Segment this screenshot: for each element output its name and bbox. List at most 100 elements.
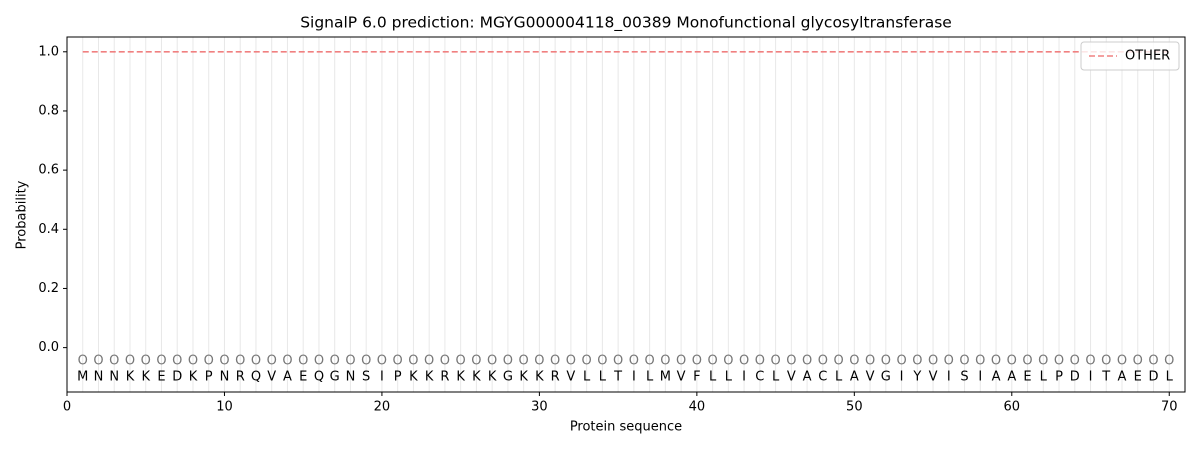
- region-label: O: [361, 353, 371, 368]
- residue: E: [157, 370, 165, 385]
- residue: N: [220, 370, 230, 385]
- region-label: O: [629, 353, 639, 368]
- residue: L: [599, 370, 607, 385]
- residue: K: [141, 370, 150, 385]
- residue: A: [803, 370, 812, 385]
- residue: V: [787, 370, 796, 385]
- region-label: O: [1007, 353, 1017, 368]
- region-label: O: [204, 353, 214, 368]
- region-label: O: [597, 353, 607, 368]
- region-label: O: [487, 353, 497, 368]
- region-label: O: [408, 353, 418, 368]
- residue: R: [236, 370, 245, 385]
- region-label: O: [156, 353, 166, 368]
- region-label: O: [345, 353, 355, 368]
- residue: N: [94, 370, 104, 385]
- region-label: O: [896, 353, 906, 368]
- residue: L: [1040, 370, 1048, 385]
- residue: I: [900, 370, 904, 385]
- residue: Q: [314, 370, 324, 385]
- region-label: O: [1101, 353, 1111, 368]
- residue: G: [503, 370, 513, 385]
- region-label: O: [770, 353, 780, 368]
- residue: V: [267, 370, 276, 385]
- region-label: O: [739, 353, 749, 368]
- region-label: O: [912, 353, 922, 368]
- region-label: O: [503, 353, 513, 368]
- residue: R: [440, 370, 449, 385]
- residue: T: [1101, 370, 1110, 385]
- residue: K: [126, 370, 135, 385]
- residue: M: [77, 370, 88, 385]
- region-label: O: [314, 353, 324, 368]
- region-label: O: [235, 353, 245, 368]
- residue: D: [172, 370, 182, 385]
- residue: V: [929, 370, 938, 385]
- residue: L: [725, 370, 733, 385]
- region-label: O: [707, 353, 717, 368]
- region-label: O: [267, 353, 277, 368]
- residue: K: [472, 370, 481, 385]
- residue: A: [850, 370, 859, 385]
- residue: L: [772, 370, 780, 385]
- residue: G: [881, 370, 891, 385]
- region-label: O: [566, 353, 576, 368]
- x-tick-label: 20: [374, 400, 391, 415]
- residue: M: [660, 370, 671, 385]
- region-label: O: [818, 353, 828, 368]
- region-label: O: [1054, 353, 1064, 368]
- region-label: O: [881, 353, 891, 368]
- region-label: O: [1148, 353, 1158, 368]
- region-label: O: [440, 353, 450, 368]
- x-tick-label: 50: [846, 400, 863, 415]
- residue: K: [425, 370, 434, 385]
- region-label: O: [1085, 353, 1095, 368]
- plot-frame: [66, 36, 1186, 393]
- residue: V: [677, 370, 686, 385]
- residue: A: [283, 370, 292, 385]
- residue: V: [566, 370, 575, 385]
- region-label: O: [692, 353, 702, 368]
- region-label: O: [928, 353, 938, 368]
- region-label: O: [172, 353, 182, 368]
- residue: K: [535, 370, 544, 385]
- y-tick-label: 1.0: [38, 44, 59, 59]
- residue: A: [992, 370, 1001, 385]
- y-tick-label: 0.0: [38, 340, 59, 355]
- residue: N: [346, 370, 356, 385]
- x-tick-label: 10: [216, 400, 233, 415]
- region-label: O: [660, 353, 670, 368]
- x-tick-label: 40: [689, 400, 706, 415]
- y-axis-label: Probability: [15, 180, 30, 249]
- region-label: O: [959, 353, 969, 368]
- residue: L: [709, 370, 717, 385]
- residue: L: [583, 370, 591, 385]
- residue: F: [693, 370, 700, 385]
- x-tick-label: 60: [1004, 400, 1021, 415]
- region-label: O: [141, 353, 151, 368]
- x-tick-label: 0: [63, 400, 71, 415]
- region-label: O: [582, 353, 592, 368]
- region-label: O: [786, 353, 796, 368]
- legend-label: OTHER: [1125, 49, 1170, 64]
- residue: K: [519, 370, 528, 385]
- region-label: O: [1164, 353, 1174, 368]
- region-label: O: [377, 353, 387, 368]
- residue: E: [299, 370, 307, 385]
- residue: K: [456, 370, 465, 385]
- legend-box: [1080, 41, 1180, 71]
- residue: R: [551, 370, 560, 385]
- residue: C: [818, 370, 827, 385]
- residue: L: [835, 370, 843, 385]
- residue: S: [362, 370, 370, 385]
- region-label: O: [1022, 353, 1032, 368]
- region-label: O: [251, 353, 261, 368]
- x-tick-label: 30: [531, 400, 548, 415]
- region-label: O: [393, 353, 403, 368]
- residue: I: [1089, 370, 1093, 385]
- residue: I: [380, 370, 384, 385]
- residue: S: [960, 370, 968, 385]
- residue: P: [205, 370, 213, 385]
- residue: I: [947, 370, 951, 385]
